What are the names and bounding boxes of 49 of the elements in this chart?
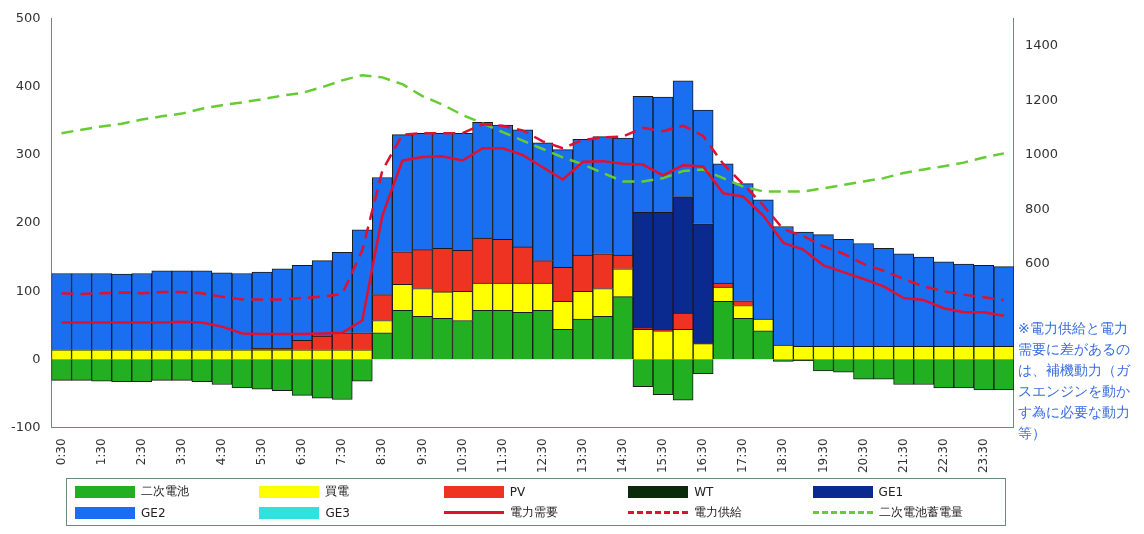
legend-label: GE1 [878, 484, 904, 499]
text: ※電力供給と電力需要に差があるのは、補機動力（ガスエンジンを動かす為に必要な動力等） [1018, 318, 1134, 444]
x-tick-label: 12:30 [534, 438, 549, 474]
legend-label: PV [509, 484, 526, 499]
y-tick-label: 0 [32, 350, 41, 366]
legend-label: 二次電池 [141, 483, 189, 500]
x-tick-label: 13:30 [574, 438, 589, 474]
y2-tick-label: 800 [1024, 200, 1050, 216]
x-tick-label: 15:30 [655, 438, 670, 474]
y-tick-label: 100 [15, 282, 41, 298]
line-series [60, 73, 1006, 193]
x-tick-label: 7:30 [334, 438, 349, 466]
x-tick-label: 9:30 [414, 438, 429, 466]
x-tick-label: 6:30 [294, 438, 309, 466]
x-tick-label: 21:30 [895, 438, 910, 474]
legend-label: GE3 [325, 505, 350, 520]
y2-tick-label: 1000 [1024, 146, 1059, 162]
y2-tick-label: 600 [1024, 255, 1050, 271]
x-tick-label: 1:30 [93, 438, 108, 466]
y-tick-label: -100 [10, 418, 41, 434]
x-tick-label: 11:30 [494, 438, 509, 474]
legend-label: 買電 [325, 483, 350, 500]
x-tick-label: 10:30 [454, 438, 469, 474]
x-tick-label: 14:30 [615, 438, 630, 474]
y-tick-label: 400 [15, 78, 41, 94]
y2-tick-label: 1400 [1024, 37, 1059, 53]
y-tick-label: 500 [15, 10, 41, 26]
y-tick-label: 300 [15, 146, 41, 162]
legend-label: 電力供給 [694, 504, 743, 521]
x-tick-label: 22:30 [935, 438, 950, 474]
y2-tick-label: 1200 [1024, 91, 1059, 107]
legend-label: GE2 [141, 505, 166, 520]
x-tick-label: 3:30 [173, 438, 188, 466]
x-tick-label: 19:30 [815, 438, 830, 474]
x-tick-label: 23:30 [975, 438, 990, 474]
x-tick-label: 16:30 [695, 438, 710, 474]
legend-label: 二次電池蓄電量 [878, 504, 963, 521]
line-series [60, 123, 1006, 302]
x-tick-label: 0:30 [53, 438, 68, 466]
legend-label: WT [694, 484, 714, 499]
y-tick-label: 200 [15, 214, 41, 230]
x-tick-label: 8:30 [374, 438, 389, 466]
x-tick-label: 4:30 [214, 438, 229, 466]
legend-label: 電力需要 [509, 504, 558, 521]
x-tick-label: 20:30 [855, 438, 870, 474]
x-tick-label: 5:30 [254, 438, 269, 466]
x-tick-label: 17:30 [735, 438, 750, 474]
x-tick-label: 18:30 [775, 438, 790, 474]
x-tick-label: 2:30 [133, 438, 148, 466]
